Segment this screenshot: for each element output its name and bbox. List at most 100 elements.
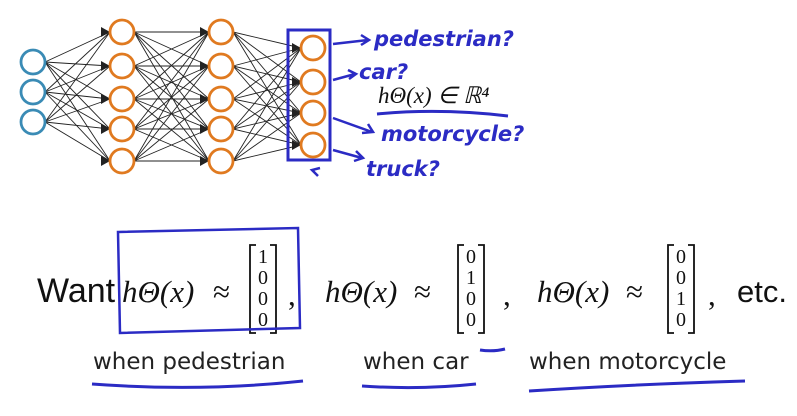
network-edge — [133, 98, 210, 162]
edge-arrowhead-icon — [101, 27, 110, 37]
hypothesis-underline — [376, 109, 509, 118]
hidden-node — [108, 18, 136, 46]
network-edge — [44, 31, 111, 63]
network-edge — [232, 81, 302, 162]
hidden-node — [207, 52, 235, 80]
network-edge — [133, 31, 210, 100]
output-node — [299, 34, 327, 62]
edge-arrowhead-icon — [200, 61, 209, 71]
left-bracket — [249, 244, 256, 334]
output-node — [299, 68, 327, 96]
underline-pedestrian — [91, 379, 304, 389]
label-when-motorcycle: when motorcycle — [529, 349, 726, 375]
edge-arrowhead-icon — [101, 124, 110, 134]
vector-entry: 0 — [676, 267, 686, 289]
network-edge — [232, 81, 302, 130]
vector-entry: 1 — [466, 267, 476, 289]
network-edge — [133, 31, 210, 162]
arrow-truck-icon — [332, 148, 366, 163]
network-edge — [232, 65, 302, 114]
comma-2: , — [503, 277, 511, 312]
arrow-car-icon — [332, 68, 359, 82]
network-edge — [44, 121, 111, 130]
network-edge — [232, 47, 302, 100]
network-edge — [44, 31, 111, 123]
network-edge — [44, 98, 111, 123]
comma-3: , — [708, 277, 716, 312]
network-edge — [232, 47, 302, 162]
output-label-truck: truck? — [366, 157, 440, 181]
vector-entry: 0 — [258, 267, 268, 289]
hypothesis-space: hΘ(x) ∈ ℝ⁴ — [378, 83, 489, 108]
hidden-node — [108, 115, 136, 143]
comma-1: , — [288, 277, 296, 312]
network-edge — [232, 47, 302, 130]
label-when-pedestrian: when pedestrian — [93, 349, 285, 375]
network-edge — [133, 65, 210, 162]
network-edge — [44, 91, 111, 162]
edge-arrowhead-icon — [200, 94, 209, 104]
network-edge — [133, 65, 210, 130]
first-term-box — [116, 226, 302, 335]
approx-3: ≈ — [626, 274, 643, 309]
vector-entry: 0 — [466, 288, 476, 310]
hypothesis-term-1: hΘ(x) — [122, 274, 194, 309]
network-edge — [44, 61, 111, 162]
network-edge — [232, 144, 302, 162]
hypothesis-term-2: hΘ(x) — [325, 274, 397, 309]
input-node — [19, 108, 47, 136]
vector-entry: 1 — [676, 288, 686, 310]
hidden-node — [207, 147, 235, 175]
network-edge — [44, 65, 111, 123]
input-node — [19, 78, 47, 106]
edge-arrowhead-icon — [292, 140, 301, 150]
network-edge — [44, 91, 111, 100]
edge-arrowhead-icon — [200, 124, 209, 134]
hidden-node — [207, 18, 235, 46]
underline-motorcycle — [528, 379, 746, 393]
edge-arrowhead-icon — [200, 156, 209, 166]
vector-entry: 0 — [466, 309, 476, 331]
output-label-pedestrian: pedestrian? — [373, 27, 514, 51]
arrow-motorcycle-icon — [332, 116, 376, 135]
network-edge — [44, 121, 111, 162]
hidden-node — [108, 52, 136, 80]
edge-arrowhead-icon — [101, 61, 110, 71]
output-label-motorcycle: motorcycle? — [381, 122, 524, 146]
network-edge — [44, 61, 111, 67]
edge-arrowhead-icon — [292, 43, 301, 53]
edge-arrowhead-icon — [101, 94, 110, 104]
approx-2: ≈ — [414, 274, 431, 309]
output-arrows — [332, 33, 376, 163]
left-bracket — [457, 244, 464, 334]
underline-car-tick — [479, 347, 506, 353]
vector-entry: 0 — [466, 246, 476, 268]
hidden-node — [207, 85, 235, 113]
input-node — [19, 48, 47, 76]
output-box-tick — [309, 166, 321, 177]
network-edge — [133, 31, 210, 67]
arrow-pedestrian-icon — [332, 33, 372, 47]
underline-car — [361, 382, 477, 390]
right-bracket — [270, 244, 277, 334]
output-node — [299, 131, 327, 159]
label-when-car: when car — [363, 349, 469, 375]
vector-entry: 0 — [258, 288, 268, 310]
network-edge — [44, 31, 111, 93]
edge-arrowhead-icon — [200, 27, 209, 37]
hidden-node — [207, 115, 235, 143]
output-label-car: car? — [359, 60, 408, 84]
output-layer-box — [286, 28, 332, 162]
network-edge — [44, 61, 111, 100]
vector-entry: 1 — [258, 246, 268, 268]
etc-word: etc. — [737, 274, 787, 309]
network-nodes — [19, 18, 327, 175]
network-edge — [133, 128, 210, 162]
vector-entry: 0 — [676, 246, 686, 268]
network-edge — [44, 65, 111, 93]
